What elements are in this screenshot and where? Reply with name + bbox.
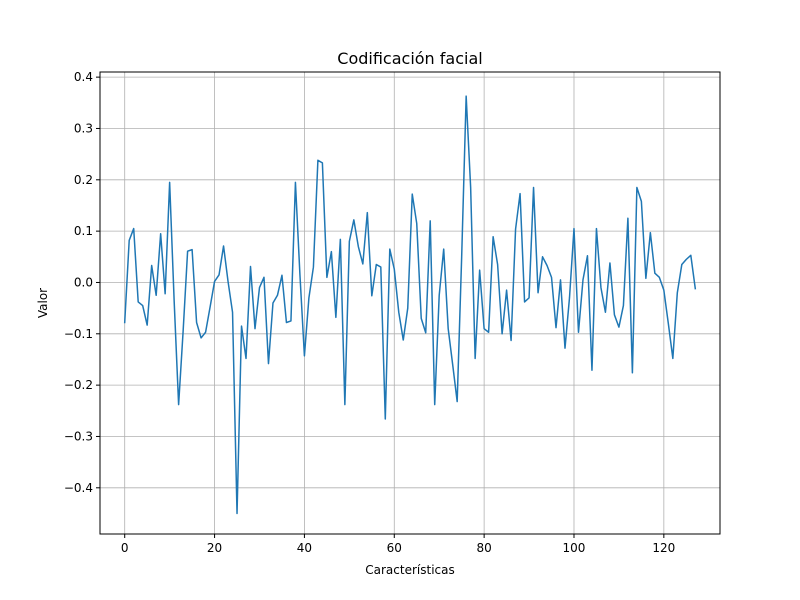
- x-tick-label: 100: [563, 541, 586, 555]
- y-tick-label: 0.0: [74, 275, 93, 289]
- x-tick-label: 0: [121, 541, 129, 555]
- series-line: [123, 95, 697, 515]
- x-tick-label: 60: [387, 541, 402, 555]
- y-tick-label: 0.1: [74, 224, 93, 238]
- y-tick-label: −0.4: [64, 481, 93, 495]
- x-tick-label: 40: [297, 541, 312, 555]
- series-layer: [123, 95, 697, 515]
- y-axis-label: Valor: [36, 288, 50, 318]
- y-tick-label: −0.1: [64, 327, 93, 341]
- x-tick-label: 80: [476, 541, 491, 555]
- x-axis-ticks: 0 20 40 60 80 100 120: [121, 534, 675, 555]
- chart-title: Codificación facial: [337, 49, 482, 68]
- y-tick-label: 0.2: [74, 173, 93, 187]
- y-tick-label: −0.3: [64, 429, 93, 443]
- x-tick-label: 20: [207, 541, 222, 555]
- y-tick-label: 0.3: [74, 121, 93, 135]
- x-tick-label: 120: [652, 541, 675, 555]
- plot-frame: [99, 71, 721, 535]
- y-axis-ticks: −0.4 −0.3 −0.2 −0.1 0.0 0.1 0.2 0.3 0.4: [64, 70, 100, 495]
- y-tick-label: 0.4: [74, 70, 93, 84]
- y-tick-label: −0.2: [64, 378, 93, 392]
- grid-lines: [100, 72, 720, 534]
- x-axis-label: Características: [365, 563, 454, 577]
